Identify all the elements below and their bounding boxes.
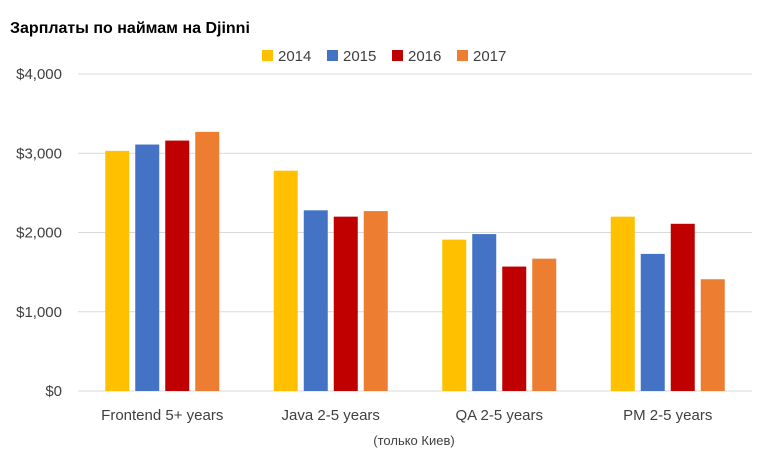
legend: 2014 2015 2016 2017 [262,48,506,65]
chart-note: (только Киев) [373,433,454,448]
legend-swatch [457,50,468,61]
legend-label: 2017 [473,48,506,65]
bar-2015 [303,210,328,391]
bars [105,131,725,392]
x-category-label: Frontend 5+ years [101,407,223,424]
x-category-label: Java 2-5 years [282,407,380,424]
legend-swatch [262,50,273,61]
bar-2014 [610,216,635,391]
bar-2015 [640,253,665,391]
bar-2016 [502,266,527,391]
y-tick-label: $1,000 [16,304,62,321]
gridlines [78,73,752,392]
x-category-label: PM 2-5 years [623,407,712,424]
bar-2017 [363,211,388,391]
legend-label: 2015 [343,48,376,65]
y-tick-label: $3,000 [16,145,62,162]
bar-2016 [165,140,190,391]
bar-2015 [135,144,160,391]
bar-2016 [670,223,695,391]
y-tick-label: $0 [45,383,62,400]
y-tick-label: $2,000 [16,225,62,242]
bar-2014 [442,239,467,391]
legend-label: 2014 [278,48,311,65]
legend-swatch [392,50,403,61]
bar-2014 [273,170,298,391]
x-category-label: QA 2-5 years [455,407,543,424]
legend-swatch [327,50,338,61]
bar-2016 [333,216,358,391]
bar-2014 [105,150,130,391]
legend-label: 2016 [408,48,441,65]
bar-2017 [700,279,725,391]
chart-title: Зарплаты по наймам на Djinni [10,20,250,37]
bar-2017 [195,131,220,392]
y-tick-label: $4,000 [16,66,62,83]
bar-2015 [472,234,497,391]
y-axis-ticks: $0 $1,000 $2,000 $3,000 $4,000 [16,66,62,400]
bar-2017 [532,258,557,391]
x-axis-categories: Frontend 5+ years Java 2-5 years QA 2-5 ye… [101,407,712,424]
